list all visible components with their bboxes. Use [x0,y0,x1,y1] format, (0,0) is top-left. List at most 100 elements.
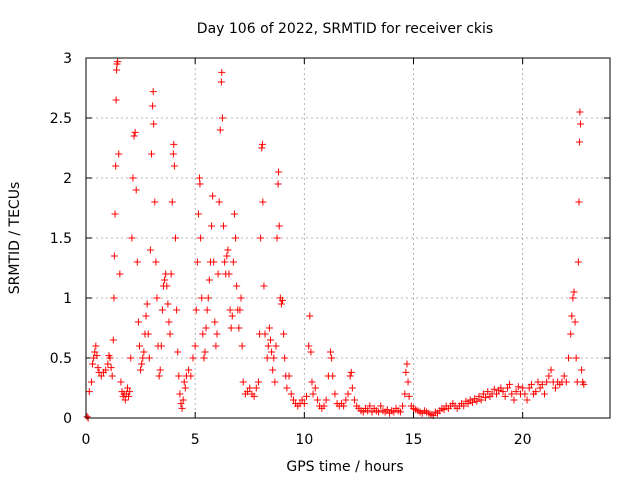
data-point [340,402,348,410]
data-point [239,378,247,386]
data-point [177,400,185,408]
data-point [203,306,211,314]
data-point [233,282,241,290]
data-point [149,102,157,110]
data-point [510,396,518,404]
data-point [519,384,527,392]
data-point [151,198,159,206]
data-point [237,294,245,302]
data-point [113,66,121,74]
data-point [115,150,123,158]
data-point [173,306,181,314]
data-point [191,342,199,350]
data-point [329,372,337,380]
data-point [560,372,568,380]
data-point [131,128,139,136]
data-point [527,380,535,388]
data-point [298,396,306,404]
data-point [580,380,588,388]
tick-labels: 0 5 10 15 20 0 0.5 1 1.5 2 2.5 3 [50,51,532,448]
data-point [106,354,114,362]
data-point [94,364,102,372]
data-point [117,378,125,386]
data-point [161,276,169,284]
data-point [198,294,206,302]
data-point [289,396,297,404]
data-point [227,324,235,332]
data-point [213,330,221,338]
data-point [218,114,226,122]
data-point [187,372,195,380]
data-point [220,222,228,230]
data-point [575,138,583,146]
data-point [116,270,124,278]
data-point [212,342,220,350]
data-point [541,390,548,398]
data-point [133,258,141,266]
x-tick-label: 0 [82,432,91,448]
data-point [129,174,137,182]
y-tick-label: 2.5 [50,111,72,127]
data-point [401,390,409,398]
plot-frame [85,57,611,419]
y-tick-label: 1 [63,291,72,307]
data-point [192,306,200,314]
data-point [199,330,207,338]
data-point [125,392,133,400]
data-point [130,132,138,140]
data-point [503,384,511,392]
data-point [523,396,531,404]
data-point [232,234,240,242]
data-point [534,378,542,386]
data-point [108,372,116,380]
data-point [257,234,265,242]
data-point [366,402,374,410]
data-point [285,372,293,380]
data-point [93,352,101,360]
data-point [164,300,172,308]
data-point [87,378,95,386]
data-point [178,404,186,412]
data-point [571,318,579,326]
data-point [460,402,468,410]
data-point [348,384,356,392]
data-point [473,397,481,405]
data-point [153,294,161,302]
data-point [85,388,93,396]
data-point [263,354,271,362]
data-point [92,342,100,350]
data-point [271,378,279,386]
data-point [215,198,223,206]
x-tick-label: 20 [514,432,532,448]
data-point [551,384,559,392]
data-point [577,120,585,128]
y-tick-label: 0 [63,411,72,427]
data-point [306,312,314,320]
data-point [351,396,359,404]
data-point [270,354,278,362]
data-point [169,150,177,158]
data-point [211,318,219,326]
data-point [490,385,498,393]
data-point [149,88,157,96]
data-point [252,384,260,392]
data-point [144,330,152,338]
data-point [514,383,522,391]
data-point [404,378,412,386]
y-tick-label: 1.5 [50,231,72,247]
data-point [578,366,586,374]
data-point [244,388,252,396]
data-point [375,408,383,416]
data-point [110,294,118,302]
data-point [176,390,184,398]
data-point [499,388,507,396]
data-point [202,324,210,332]
data-point [347,368,355,376]
data-point [327,348,335,356]
data-point [396,408,404,416]
data-point [91,348,99,356]
data-point [377,402,385,410]
data-point [148,150,155,158]
data-point [132,186,140,194]
